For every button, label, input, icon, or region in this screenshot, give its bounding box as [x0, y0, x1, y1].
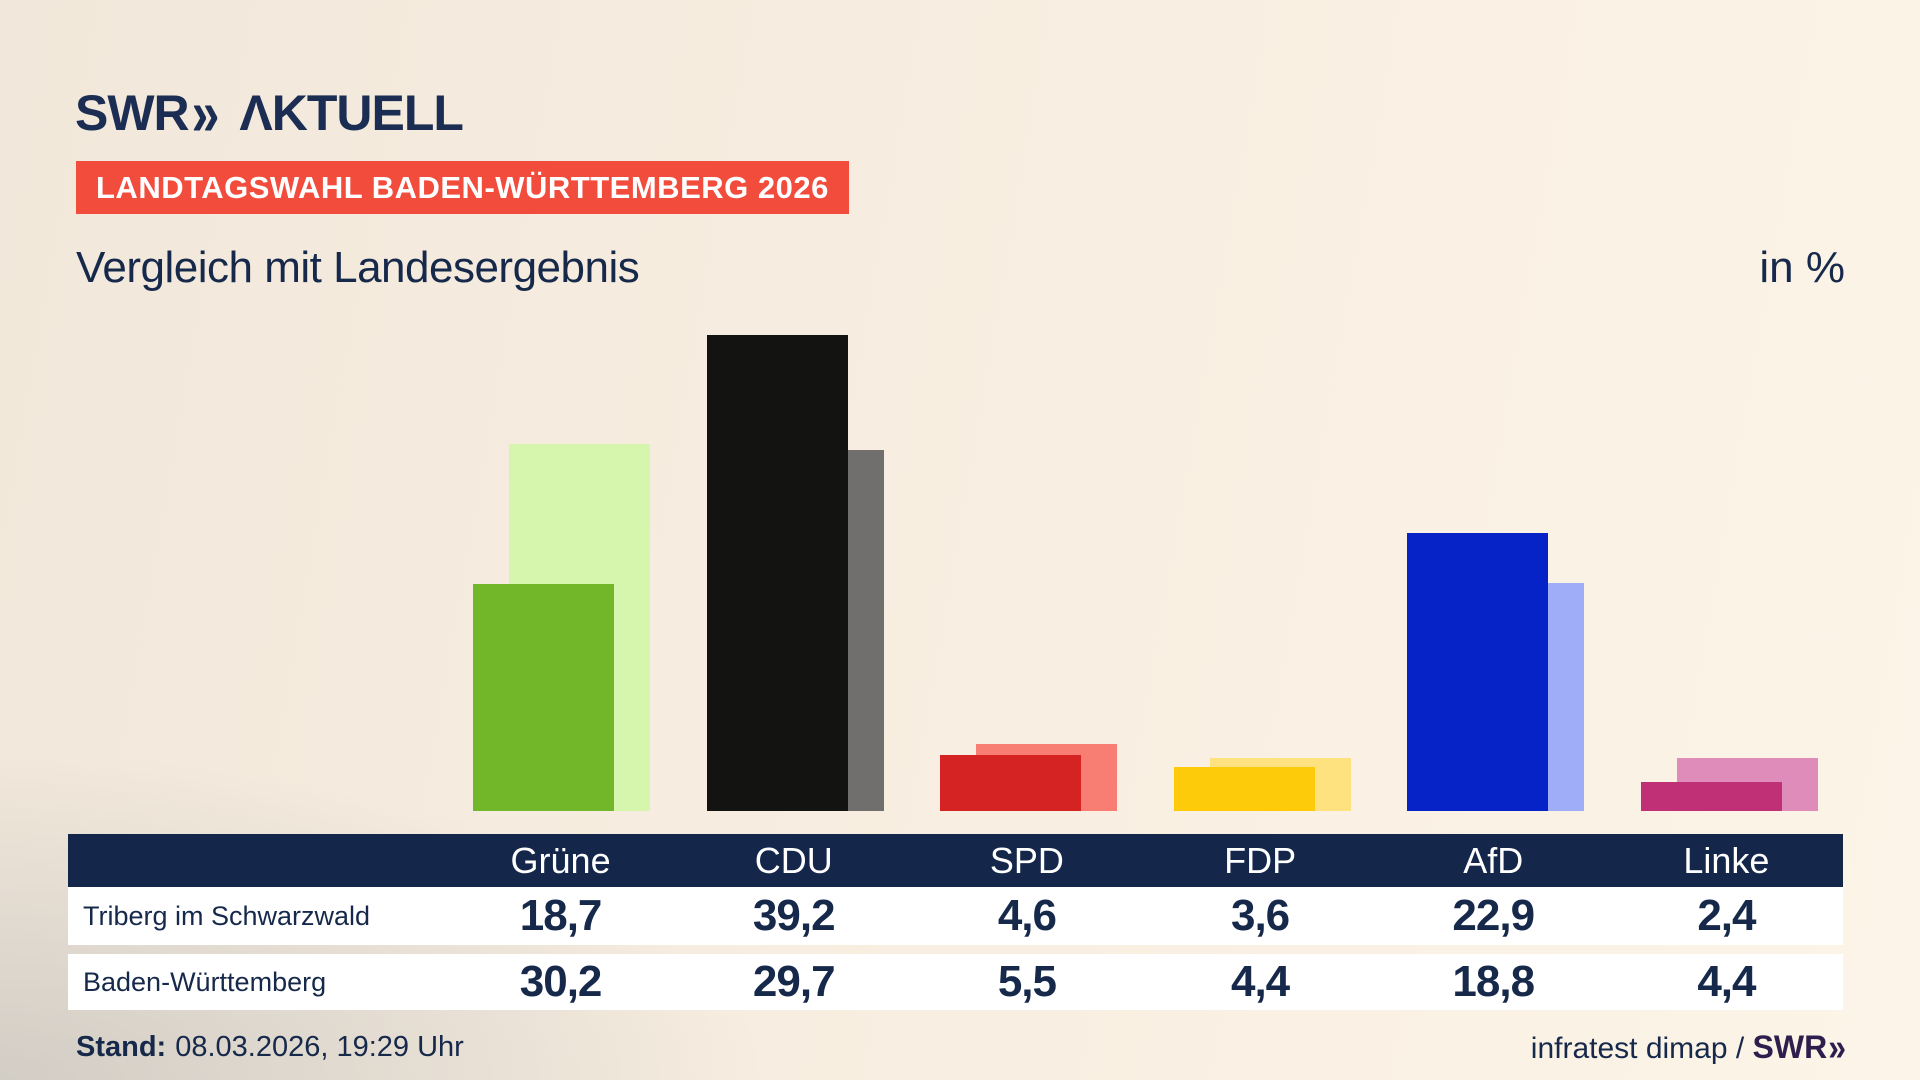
source-swr-brand: SWR»	[1752, 1025, 1846, 1068]
bar-fdp-local	[1174, 767, 1315, 811]
column-header-cdu: CDU	[754, 839, 833, 881]
value-linke-row1: 4,4	[1697, 957, 1756, 1006]
value-cdu-row0: 39,2	[752, 891, 836, 940]
row-label-badenwuerttemberg: Baden-Württemberg	[83, 966, 327, 997]
bar-spd-local	[940, 755, 1081, 811]
table-header-row: Grüne CDU SPD FDP AfD Linke	[68, 834, 1843, 887]
bar-gruene-local	[473, 584, 614, 811]
value-linke-row0: 2,4	[1697, 891, 1756, 940]
results-table: Grüne CDU SPD FDP AfD Linke Triberg im Schwar…	[68, 834, 1843, 1010]
double-chevron-icon: »	[1828, 1025, 1846, 1069]
column-header-linke: Linke	[1683, 839, 1770, 881]
value-spd-row1: 5,5	[997, 957, 1057, 1006]
timestamp-value: 08.03.2026, 19:29 Uhr	[175, 1031, 464, 1063]
column-header-afd: AfD	[1463, 839, 1524, 881]
logo-brand-text: SWR	[75, 85, 190, 141]
logo-product-text: ΛKTUELL	[239, 85, 464, 141]
value-fdp-row1: 4,4	[1230, 957, 1290, 1006]
page-title: Vergleich mit Landesergebnis	[76, 243, 640, 292]
value-afd-row0: 22,9	[1452, 891, 1535, 940]
value-gruene-row0: 18,7	[519, 891, 603, 940]
table-row-state: Baden-Württemberg 30,2 29,7 5,5 4,4 18,8 4,4	[68, 954, 1843, 1010]
unit-label: in %	[1759, 243, 1845, 292]
timestamp: Stand: 08.03.2026, 19:29 Uhr	[76, 1031, 464, 1064]
column-header-spd: SPD	[989, 839, 1064, 881]
bar-linke-local	[1641, 782, 1782, 811]
row-label-tribergimschwarzwald: Triberg im Schwarzwald	[83, 900, 371, 931]
value-fdp-row0: 3,6	[1230, 891, 1290, 940]
column-header-fdp: FDP	[1224, 839, 1297, 881]
table-row-municipality: Triberg im Schwarzwald 18,7 39,2 4,6 3,6 22,9…	[68, 887, 1843, 945]
double-chevron-icon: »	[191, 77, 220, 149]
bar-afd-local	[1407, 533, 1548, 811]
value-spd-row0: 4,6	[997, 891, 1057, 940]
swr-aktuell-logo: SWR» ΛKTUELL	[75, 77, 464, 149]
value-cdu-row1: 29,7	[752, 957, 836, 1006]
bar-cdu-local	[707, 335, 848, 811]
source-credit: infratest dimap / SWR»	[1530, 1025, 1846, 1068]
election-badge: LANDTAGSWAHL BADEN-WÜRTTEMBERG 2026	[76, 161, 849, 214]
source-brand-text: SWR	[1752, 1029, 1828, 1065]
column-header-gruene: Grüne	[510, 839, 611, 881]
timestamp-label: Stand:	[76, 1031, 167, 1063]
value-afd-row1: 18,8	[1452, 957, 1535, 1006]
source-text: infratest dimap /	[1530, 1032, 1753, 1065]
value-gruene-row1: 30,2	[519, 957, 603, 1006]
